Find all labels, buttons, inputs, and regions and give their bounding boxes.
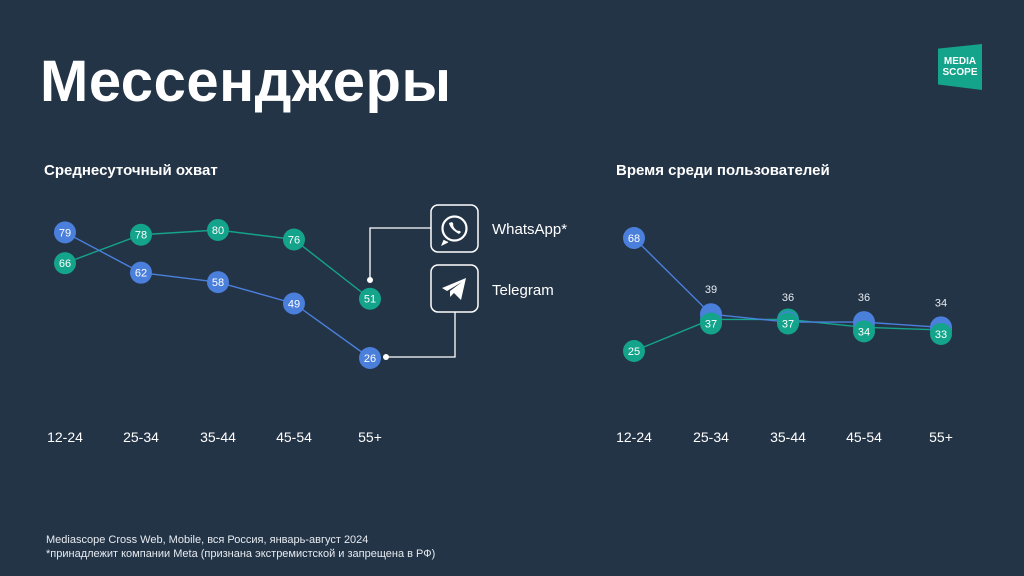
telegram-data-label: 68	[628, 233, 640, 245]
x-tick-label: 25-34	[123, 429, 159, 445]
whatsapp-glyph	[441, 215, 468, 247]
x-tick-label: 12-24	[616, 429, 652, 445]
whatsapp-callout-line	[369, 227, 431, 280]
x-tick-label: 45-54	[276, 429, 312, 445]
x-tick-label: 35-44	[200, 429, 236, 445]
whatsapp-data-point	[130, 223, 152, 246]
telegram-glyph	[442, 278, 466, 300]
x-tick-label: 55+	[358, 429, 382, 445]
whatsapp-data-label: 37	[782, 318, 794, 330]
whatsapp-data-point	[623, 340, 645, 362]
telegram-data-label: 49	[288, 298, 300, 310]
footnote: Mediascope Cross Web, Mobile, вся Россия…	[46, 533, 435, 561]
telegram-data-label: 26	[364, 353, 376, 365]
whatsapp-data-label: 51	[364, 294, 376, 306]
logo-line-1: MEDIA	[943, 56, 977, 67]
whatsapp-data-point	[853, 320, 875, 343]
telegram-series-line	[64, 231, 371, 359]
whatsapp-data-label: 34	[858, 326, 870, 338]
telegram-data-point	[130, 261, 152, 284]
telegram-callout-dot	[383, 354, 389, 360]
telegram-data-point	[623, 227, 645, 249]
whatsapp-data-label: 76	[288, 234, 300, 246]
reach-chart: 12-24 25-34 35-44 45-54 55+ 66 78 80 76 51 79 62 58 4…	[47, 219, 382, 445]
whatsapp-data-label: 33	[935, 329, 947, 341]
telegram-data-point	[283, 292, 305, 315]
mediascope-logo: MEDIA SCOPE	[938, 44, 982, 90]
whatsapp-data-point	[359, 287, 381, 310]
footnote-source: Mediascope Cross Web, Mobile, вся Россия…	[46, 534, 369, 546]
whatsapp-data-label: 25	[628, 346, 640, 358]
whatsapp-data-point	[777, 312, 799, 335]
telegram-data-point	[54, 221, 76, 244]
telegram-data-point	[207, 271, 229, 294]
telegram-callout-line	[386, 312, 456, 358]
whatsapp-data-label: 78	[135, 230, 147, 242]
telegram-data-label: 58	[212, 277, 224, 289]
telegram-data-label: 34	[935, 297, 947, 309]
whatsapp-data-point	[207, 219, 229, 241]
telegram-data-label: 62	[135, 268, 147, 280]
whatsapp-data-point	[54, 252, 76, 275]
legend-telegram: Telegram	[430, 264, 554, 313]
time-chart: 12-24 25-34 35-44 45-54 55+ 25 37 37 34 33 68 39 36 3…	[616, 227, 953, 445]
telegram-data-point	[359, 347, 381, 369]
telegram-data-label: 39	[705, 284, 717, 296]
x-tick-label: 55+	[929, 429, 953, 445]
page-title: Мессенджеры	[40, 49, 452, 114]
whatsapp-data-label: 66	[59, 258, 71, 270]
legend-whatsapp-label: WhatsApp*	[492, 221, 567, 238]
x-tick-label: 45-54	[846, 429, 882, 445]
legend-whatsapp: WhatsApp*	[430, 204, 567, 253]
whatsapp-data-point	[930, 322, 952, 345]
x-tick-label: 25-34	[693, 429, 729, 445]
whatsapp-data-point	[283, 228, 305, 251]
x-tick-label: 12-24	[47, 429, 83, 445]
chart-title-time: Время среди пользователей	[616, 162, 830, 179]
whatsapp-data-label: 80	[212, 225, 224, 237]
footnote-disclaimer: *принадлежит компании Meta (признана экс…	[46, 548, 436, 560]
legend-telegram-label: Telegram	[492, 282, 554, 299]
x-tick-label: 35-44	[770, 429, 806, 445]
logo-line-2: SCOPE	[942, 67, 978, 78]
chart-title-reach: Среднесуточный охват	[44, 162, 218, 179]
whatsapp-callout-dot	[367, 277, 373, 283]
telegram-data-label: 79	[59, 227, 71, 239]
telegram-data-label: 36	[858, 292, 870, 304]
whatsapp-data-label: 37	[705, 318, 717, 330]
telegram-data-label: 36	[782, 292, 794, 304]
whatsapp-data-point	[700, 312, 722, 335]
